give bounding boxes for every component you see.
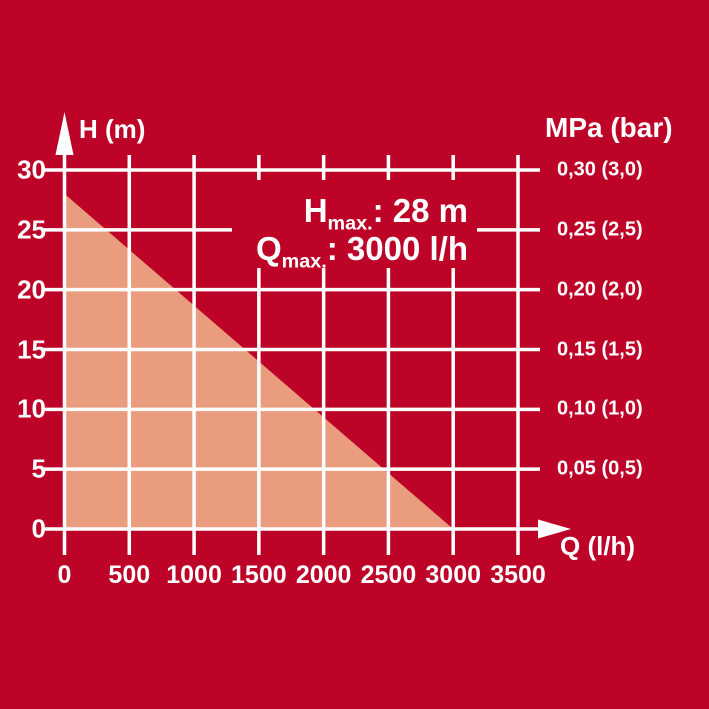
h-axis-tick-25: 25: [17, 214, 46, 245]
h-axis-tick-5: 5: [31, 453, 46, 484]
annotation-hmax-base: H: [303, 192, 328, 229]
h-axis-tick-10: 10: [17, 393, 46, 424]
mpa-axis-tick-10: 0,10 (1,0): [557, 397, 643, 420]
mpa-axis-tick-30: 0,30 (3,0): [557, 158, 643, 181]
annotation-qmax-base: Q: [256, 230, 282, 267]
annotation-qmax: Qmax.: 3000 l/h: [256, 230, 468, 271]
annotation-background-mask: [232, 180, 477, 268]
h-axis-tick-20: 20: [17, 274, 46, 305]
mpa-axis-tick-25: 0,25 (2,5): [557, 218, 643, 241]
h-axis-tick-0: 0: [31, 513, 46, 544]
x-axis-arrow-icon: [538, 519, 571, 539]
q-axis-tick-2000: 2000: [295, 561, 352, 589]
x-axis-title: Q (l/h): [560, 531, 636, 561]
q-axis-tick-500: 500: [108, 561, 151, 589]
q-axis-tick-2500: 2500: [360, 561, 417, 589]
annotation-qmax-rest: : 3000 l/h: [326, 230, 468, 267]
q-axis-tick-3000: 3000: [425, 561, 482, 589]
right-axis-title: MPa (bar): [545, 112, 673, 143]
annotation-qmax-sub: max.: [281, 250, 327, 273]
annotation-hmax-rest: : 28 m: [372, 192, 468, 229]
q-axis-tick-0: 0: [57, 561, 72, 589]
q-axis-tick-1500: 1500: [231, 561, 287, 589]
h-axis-tick-30: 30: [17, 154, 46, 185]
y-axis-arrow-icon: [55, 112, 74, 155]
annotation-block: Hmax.: 28 m Qmax.: 3000 l/h: [256, 192, 468, 271]
q-axis-tick-3500: 3500: [490, 561, 546, 589]
annotation-hmax-sub: max.: [327, 212, 373, 235]
q-axis-tick-1000: 1000: [166, 561, 222, 589]
h-axis-tick-15: 15: [17, 334, 46, 364]
mpa-axis-tick-5: 0,05 (0,5): [557, 457, 643, 480]
y-axis-title: H (m): [79, 114, 146, 144]
mpa-axis-tick-15: 0,15 (1,5): [557, 338, 643, 360]
annotation-hmax: Hmax.: 28 m: [256, 192, 468, 233]
mpa-axis-tick-20: 0,20 (2,0): [557, 278, 643, 301]
axes: [42, 112, 571, 555]
